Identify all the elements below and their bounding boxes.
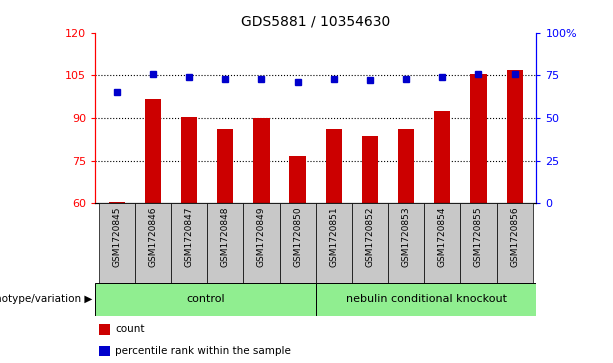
- Text: control: control: [186, 294, 225, 305]
- Text: GSM1720848: GSM1720848: [221, 207, 230, 267]
- Bar: [171, 203, 207, 283]
- Bar: [326, 129, 342, 203]
- Text: GSM1720854: GSM1720854: [438, 207, 447, 267]
- Bar: [424, 203, 460, 283]
- Bar: [243, 203, 280, 283]
- Bar: [289, 156, 306, 203]
- Bar: [217, 129, 234, 203]
- Bar: [145, 99, 161, 203]
- Text: count: count: [115, 325, 145, 334]
- Text: GSM1720846: GSM1720846: [148, 207, 158, 267]
- Text: GSM1720855: GSM1720855: [474, 207, 483, 267]
- Bar: [99, 203, 135, 283]
- Title: GDS5881 / 10354630: GDS5881 / 10354630: [241, 15, 390, 29]
- Bar: [95, 283, 316, 316]
- Text: GSM1720852: GSM1720852: [365, 207, 375, 267]
- Text: nebulin conditional knockout: nebulin conditional knockout: [346, 294, 506, 305]
- Bar: [99, 324, 110, 335]
- Bar: [316, 283, 536, 316]
- Bar: [109, 202, 125, 203]
- Text: GSM1720845: GSM1720845: [112, 207, 121, 267]
- Bar: [280, 203, 316, 283]
- Bar: [460, 203, 497, 283]
- Bar: [497, 203, 533, 283]
- Text: GSM1720849: GSM1720849: [257, 207, 266, 267]
- Bar: [506, 70, 523, 203]
- Text: genotype/variation ▶: genotype/variation ▶: [0, 294, 92, 305]
- Bar: [470, 74, 487, 203]
- Bar: [316, 203, 352, 283]
- Bar: [253, 118, 270, 203]
- Text: GSM1720853: GSM1720853: [402, 207, 411, 267]
- Bar: [388, 203, 424, 283]
- Text: GSM1720856: GSM1720856: [510, 207, 519, 267]
- Bar: [362, 136, 378, 203]
- Bar: [135, 203, 171, 283]
- Bar: [99, 346, 110, 356]
- Text: percentile rank within the sample: percentile rank within the sample: [115, 346, 291, 356]
- Bar: [181, 117, 197, 203]
- Bar: [352, 203, 388, 283]
- Text: GSM1720850: GSM1720850: [293, 207, 302, 267]
- Bar: [398, 129, 414, 203]
- Text: GSM1720851: GSM1720851: [329, 207, 338, 267]
- Text: GSM1720847: GSM1720847: [185, 207, 194, 267]
- Bar: [434, 111, 451, 203]
- Bar: [207, 203, 243, 283]
